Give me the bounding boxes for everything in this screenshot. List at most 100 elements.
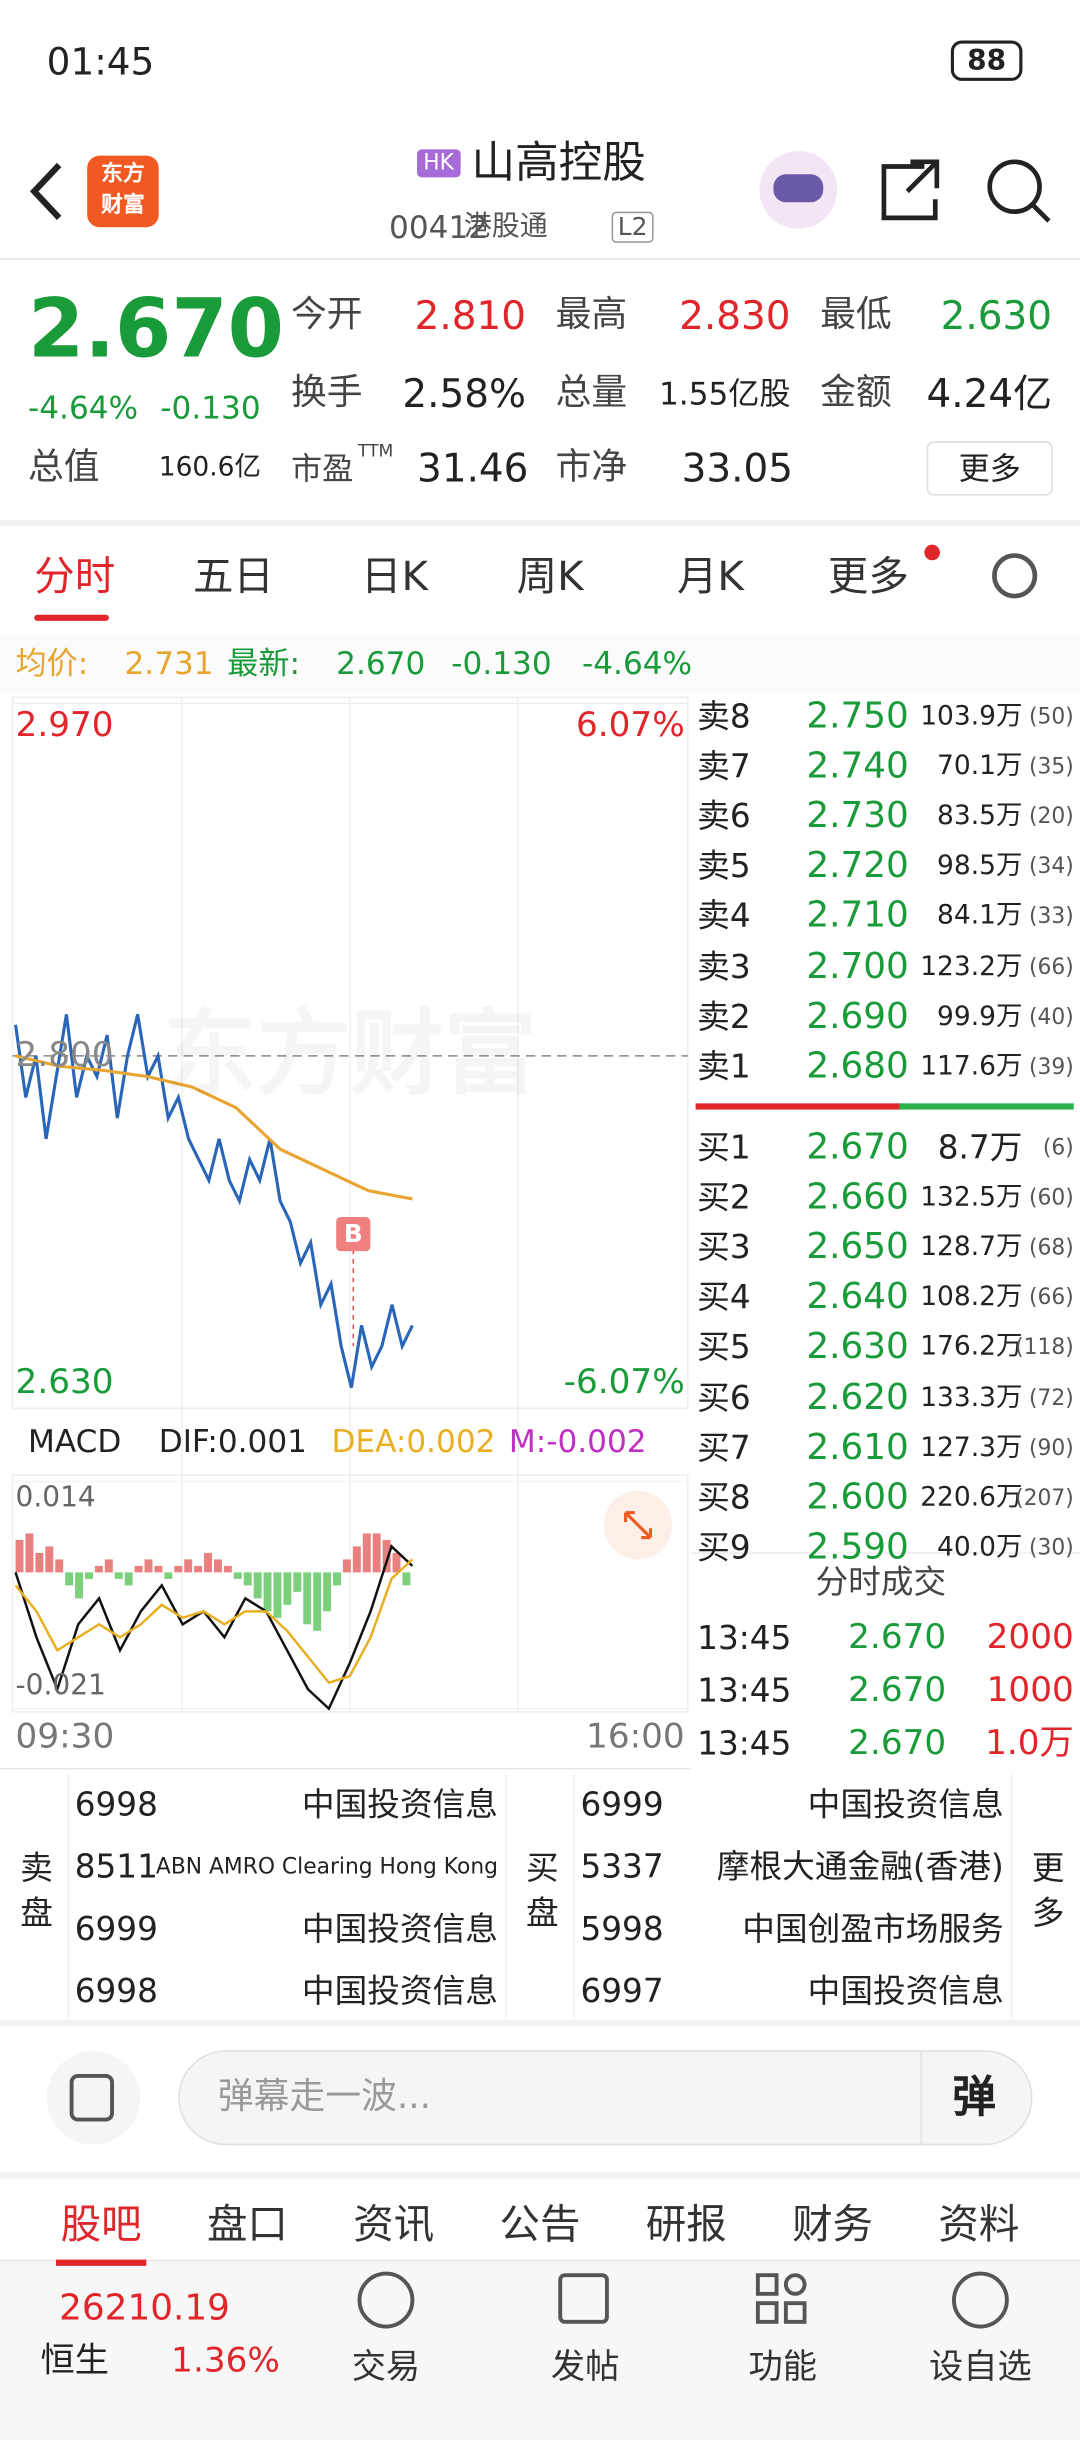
badge-dot [924, 544, 940, 561]
level-label: 卖5 [697, 847, 751, 886]
level-label: 卖7 [697, 747, 751, 786]
level-volume: 128.7万 [920, 1232, 1023, 1264]
level-volume: 84.1万 [937, 900, 1023, 932]
price: 2.670 [28, 283, 284, 377]
level-price: 2.650 [806, 1227, 909, 1268]
tab[interactable]: 分时 [34, 554, 116, 601]
level-count: (90) [1029, 1435, 1074, 1461]
y-tick-label: -0.021 [15, 1669, 106, 1703]
macd-bar [233, 1572, 242, 1579]
broker-name: ABN AMRO Clearing Hong Kong [155, 1854, 498, 1880]
level-volume: 132.5万 [920, 1182, 1023, 1214]
search-icon[interactable] [987, 159, 1042, 214]
level-count: (72) [1029, 1385, 1074, 1411]
trade-time: 13:45 [697, 1725, 792, 1763]
broker-name: 中国投资信息 [301, 1972, 498, 2010]
post-icon[interactable] [558, 2273, 609, 2324]
tab[interactable]: 日K [361, 554, 429, 601]
settings-icon[interactable] [992, 553, 1038, 599]
nav-item[interactable]: 交易 [351, 2348, 421, 2388]
nav-item[interactable]: 发帖 [550, 2348, 620, 2388]
index-value: 26210.19 [59, 2288, 230, 2329]
x-tick-label: 16:00 [586, 1718, 685, 1757]
trade-time: 13:45 [697, 1619, 792, 1657]
macd-bar [154, 1565, 163, 1573]
func-icon[interactable] [755, 2273, 779, 2296]
watchlist-icon[interactable] [952, 2271, 1009, 2329]
level-label: 卖6 [697, 797, 751, 836]
bottom-tab[interactable]: 财务 [792, 2202, 874, 2249]
macd-bar [65, 1572, 74, 1586]
more-button[interactable]: 更多 [958, 449, 1021, 488]
level-count: (6) [1042, 1136, 1074, 1161]
level-label: 买4 [697, 1278, 751, 1317]
broker-name: 摩根大通金融(香港) [716, 1847, 1004, 1886]
macd-bar [372, 1533, 381, 1573]
trade-volume: 1000 [986, 1671, 1074, 1711]
more-button[interactable] [926, 441, 1053, 496]
back-icon[interactable] [29, 162, 62, 221]
level-count: (20) [1029, 804, 1074, 830]
comment-input[interactable] [178, 2050, 1033, 2146]
tab-underline [34, 614, 109, 621]
macd-bar [184, 1559, 193, 1573]
macd-bar [243, 1572, 252, 1586]
bottom-tab[interactable]: 资讯 [353, 2202, 435, 2249]
broker-name: 中国投资信息 [301, 1785, 498, 1824]
macd-bar [253, 1572, 262, 1599]
avg-value: 2.731 [124, 644, 214, 682]
level-volume: 127.3万 [920, 1431, 1023, 1463]
macd-label[interactable]: MACD [28, 1422, 122, 1460]
bottom-tab[interactable]: 资料 [938, 2202, 1020, 2249]
stat-label: 总值 [28, 447, 100, 488]
nav-item[interactable]: 功能 [748, 2348, 818, 2388]
stat-sup: TTM [357, 441, 394, 462]
tab[interactable]: 月K [676, 554, 744, 601]
latest-label: 最新: [227, 644, 300, 682]
level-label: 买7 [697, 1428, 751, 1467]
nav-item[interactable]: 设自选 [929, 2348, 1032, 2388]
macd-bar [194, 1565, 203, 1573]
broker-name: 中国投资信息 [807, 1785, 1004, 1824]
share-icon[interactable] [881, 159, 940, 221]
level-volume: 123.2万 [920, 950, 1023, 982]
logo [87, 155, 159, 228]
y-tick-label: 2.800 [15, 1035, 114, 1075]
divider [0, 2019, 1080, 2027]
divider [0, 2172, 1080, 2179]
dif-label: DIF:0.001 [158, 1422, 307, 1460]
bottom-tab[interactable]: 公告 [499, 2202, 581, 2249]
battery-level: 88 [967, 45, 1007, 78]
danmaku-button[interactable]: 弹 [952, 2071, 996, 2123]
bottom-tab[interactable]: 盘口 [206, 2202, 288, 2249]
level-price: 2.640 [806, 1277, 909, 1318]
trade-time: 13:45 [697, 1672, 792, 1710]
stat-label: 市盈 [291, 449, 354, 488]
macd-bar [25, 1533, 34, 1573]
more-brokers[interactable]: 更多 [1027, 1850, 1066, 1941]
level-price: 2.690 [806, 996, 909, 1037]
macd-bar [164, 1572, 173, 1579]
x-tick-label: 09:30 [15, 1718, 115, 1757]
macd-bar [204, 1552, 212, 1573]
bottom-tab[interactable]: 研报 [645, 2202, 727, 2249]
trade-icon[interactable] [357, 2271, 415, 2329]
macd-bar [104, 1559, 113, 1573]
level-count: (66) [1029, 954, 1074, 980]
level-count: (60) [1029, 1185, 1074, 1211]
macd-bar [35, 1552, 44, 1573]
buy-label: 买盘 [522, 1850, 560, 1941]
tab[interactable]: 更多 [827, 554, 909, 601]
comment-placeholder[interactable]: 弹幕走一波... [217, 2076, 431, 2118]
bottom-tab[interactable]: 股吧 [60, 2202, 142, 2249]
tab[interactable]: 五日 [192, 554, 274, 601]
level-count: (50) [1029, 704, 1074, 730]
ask-bid-bar [899, 1103, 1074, 1110]
tab[interactable]: 周K [516, 554, 584, 601]
sell-label: 卖盘 [16, 1850, 54, 1941]
note-button[interactable] [46, 2051, 141, 2145]
broker-name: 中国创盈市场服务 [742, 1910, 1004, 1948]
level-label: 买2 [697, 1178, 751, 1217]
level-volume: 117.6万 [920, 1050, 1023, 1082]
